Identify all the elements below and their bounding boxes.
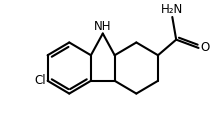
Text: Cl: Cl <box>34 74 46 87</box>
Text: O: O <box>201 41 210 54</box>
Text: H₂N: H₂N <box>161 3 183 16</box>
Text: NH: NH <box>94 20 112 33</box>
